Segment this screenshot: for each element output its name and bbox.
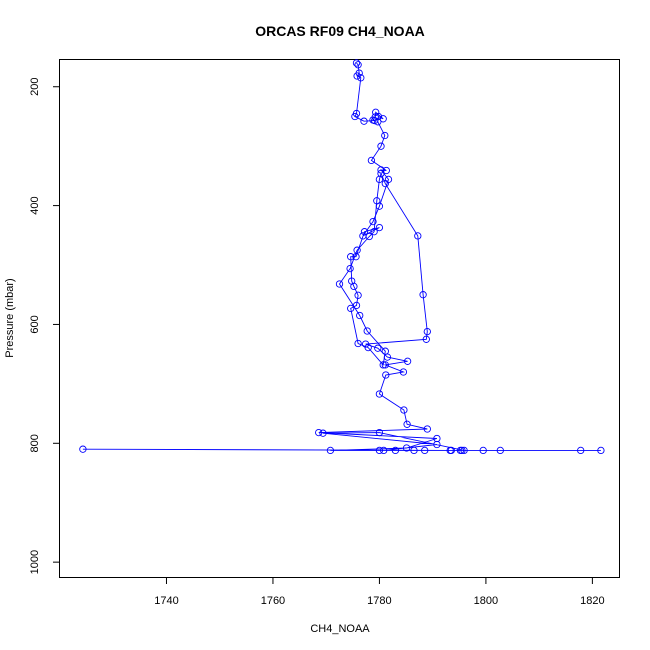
data-point	[377, 166, 385, 174]
data-point	[421, 446, 429, 455]
x-tick-label: 1780	[367, 595, 391, 607]
data-point	[319, 429, 327, 437]
data-point	[326, 446, 335, 455]
data-point	[357, 74, 365, 82]
data-point	[374, 344, 382, 352]
data-point	[377, 142, 385, 150]
y-tick-label: 800	[29, 434, 41, 452]
data-point	[347, 304, 355, 313]
data-point	[380, 446, 388, 455]
y-tick-label: 400	[29, 196, 41, 214]
data-point	[352, 109, 361, 118]
data-point	[375, 390, 384, 398]
data-point	[458, 446, 466, 455]
data-point	[315, 428, 323, 437]
chart-title: ORCAS RF09 CH4_NOAA	[255, 23, 425, 39]
data-point	[375, 202, 384, 210]
data-point	[447, 446, 455, 455]
data-point	[363, 327, 371, 335]
data-point	[354, 291, 362, 299]
data-point	[382, 166, 390, 175]
data-point	[375, 446, 384, 455]
data-point	[479, 446, 487, 455]
data-point	[400, 406, 408, 414]
data-point	[422, 335, 430, 343]
data-point	[372, 108, 380, 116]
data-point	[433, 434, 441, 443]
data-point	[597, 446, 605, 455]
series-line	[82, 62, 601, 451]
data-point	[381, 347, 389, 355]
data-point	[410, 446, 418, 455]
y-axis-label: Pressure (mbar)	[4, 278, 16, 357]
y-tick-label: 600	[29, 315, 41, 333]
data-point	[379, 115, 387, 123]
data-point	[364, 343, 372, 352]
data-point	[352, 253, 360, 261]
data-point	[369, 217, 377, 226]
data-point	[381, 361, 389, 369]
data-point	[347, 253, 355, 261]
x-tick-label: 1800	[474, 595, 498, 607]
x-tick-label: 1740	[154, 595, 178, 607]
data-point	[348, 277, 356, 285]
data-point	[375, 223, 384, 232]
data-point	[423, 425, 431, 433]
x-axis-label: CH4_NOAA	[310, 623, 370, 635]
data-point	[346, 264, 354, 273]
data-point	[352, 301, 361, 310]
data-point	[359, 232, 367, 240]
data-point	[370, 228, 378, 236]
data-point	[381, 131, 389, 140]
data-point	[382, 371, 390, 379]
y-axis: 200 400 600 800 1000	[29, 78, 60, 574]
data-point	[355, 69, 363, 77]
data-point	[379, 361, 387, 369]
data-point	[403, 420, 411, 428]
x-tick-label: 1760	[261, 595, 285, 607]
y-tick-label: 1000	[29, 550, 41, 574]
data-point	[356, 311, 364, 320]
data-point	[414, 232, 422, 240]
data-point	[577, 446, 585, 455]
y-tick-label: 200	[29, 78, 41, 96]
data-point	[375, 175, 384, 184]
data-point	[391, 446, 400, 455]
data-point	[402, 444, 411, 452]
x-axis: 1740 1760 1780 1800 1820	[154, 577, 605, 607]
data-point	[354, 61, 362, 69]
data-point	[335, 280, 344, 288]
data-point	[360, 228, 369, 236]
data-point	[460, 446, 468, 455]
data-point	[496, 446, 504, 455]
data-point	[423, 327, 431, 336]
data-point	[367, 156, 376, 165]
data-point	[370, 116, 379, 125]
data-point	[399, 368, 408, 376]
data-point	[79, 445, 87, 453]
plot-area	[79, 59, 605, 455]
data-point	[403, 357, 412, 365]
data-point	[354, 339, 362, 348]
data-point	[352, 59, 361, 67]
data-point	[375, 428, 384, 437]
data-point	[360, 117, 368, 125]
data-point	[419, 291, 427, 299]
data-point	[384, 175, 393, 184]
plot-frame	[59, 59, 620, 578]
x-tick-label: 1820	[580, 595, 604, 607]
